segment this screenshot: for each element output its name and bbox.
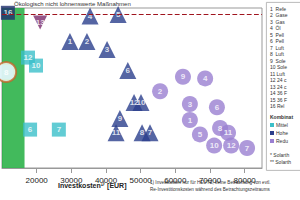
svg-text:6 Pell: 6 Pell bbox=[270, 38, 284, 44]
svg-text:Kombinat: Kombinat bbox=[270, 114, 293, 120]
svg-text:20000: 20000 bbox=[26, 176, 49, 185]
svg-text:5 Pell: 5 Pell bbox=[270, 32, 284, 38]
svg-text:** Solarth: ** Solarth bbox=[270, 159, 291, 165]
svg-text:4: 4 bbox=[203, 74, 208, 83]
svg-text:* Solarth: * Solarth bbox=[270, 152, 289, 158]
svg-text:6: 6 bbox=[215, 103, 220, 112]
svg-text:12: 12 bbox=[227, 141, 236, 150]
svg-text:4: 4 bbox=[88, 12, 93, 21]
svg-text:1: 1 bbox=[68, 37, 73, 46]
svg-text:Investkosten¹⁾ [EUR]: Investkosten¹⁾ [EUR] bbox=[58, 182, 127, 189]
svg-text:10: 10 bbox=[137, 98, 146, 107]
svg-text:80000: 80000 bbox=[234, 176, 257, 185]
svg-text:Ökologisch nicht lohnenswerte: Ökologisch nicht lohnenswerte Maßnahmen bbox=[14, 1, 131, 7]
svg-text:60000: 60000 bbox=[164, 176, 187, 185]
svg-text:8 Luft: 8 Luft bbox=[270, 51, 285, 57]
svg-text:11: 11 bbox=[112, 128, 121, 137]
svg-text:6: 6 bbox=[126, 66, 131, 75]
svg-text:3: 3 bbox=[105, 45, 110, 54]
svg-text:12: 12 bbox=[129, 97, 139, 107]
svg-text:1 Refe: 1 Refe bbox=[270, 6, 286, 12]
svg-text:14 36 F: 14 36 F bbox=[270, 90, 287, 96]
svg-text:9 Sole: 9 Sole bbox=[270, 58, 286, 64]
svg-text:9: 9 bbox=[118, 114, 123, 123]
svg-text:10: 10 bbox=[32, 61, 41, 70]
svg-text:Hohe: Hohe bbox=[276, 130, 288, 136]
svg-text:1: 1 bbox=[188, 116, 193, 125]
svg-text:5: 5 bbox=[198, 130, 203, 139]
svg-text:4 Öl: 4 Öl bbox=[270, 25, 281, 31]
svg-text:3: 3 bbox=[188, 100, 193, 109]
svg-text:7 Luft: 7 Luft bbox=[270, 45, 285, 51]
svg-text:6: 6 bbox=[28, 125, 33, 134]
svg-text:7: 7 bbox=[148, 128, 153, 137]
svg-text:15 36 F: 15 36 F bbox=[270, 97, 287, 103]
svg-text:13 24 c: 13 24 c bbox=[270, 84, 287, 90]
svg-text:2 Gase: 2 Gase bbox=[270, 12, 288, 18]
svg-text:5: 5 bbox=[115, 9, 121, 19]
svg-text:16 Rel: 16 Rel bbox=[270, 103, 284, 109]
svg-text:11: 11 bbox=[224, 128, 233, 137]
svg-text:70000: 70000 bbox=[199, 176, 222, 185]
svg-text:Re-Investitionskosten während: Re-Investitionskosten während des Betrac… bbox=[150, 187, 270, 192]
svg-text:7: 7 bbox=[245, 144, 250, 153]
svg-text:8: 8 bbox=[140, 128, 145, 137]
svg-text:Mittel: Mittel bbox=[276, 122, 288, 128]
svg-text:11 Luft: 11 Luft bbox=[270, 71, 286, 77]
svg-text:7: 7 bbox=[57, 125, 62, 134]
svg-text:2: 2 bbox=[85, 37, 90, 46]
svg-text:9: 9 bbox=[181, 72, 186, 81]
svg-text:10 Sole: 10 Sole bbox=[270, 64, 287, 70]
svg-text:16: 16 bbox=[3, 8, 12, 17]
svg-text:30000: 30000 bbox=[60, 176, 83, 185]
svg-text:Redu: Redu bbox=[276, 138, 288, 144]
svg-text:12 24 c: 12 24 c bbox=[270, 77, 287, 83]
svg-text:10: 10 bbox=[210, 141, 219, 150]
svg-text:40000: 40000 bbox=[95, 176, 118, 185]
svg-text:8: 8 bbox=[218, 124, 223, 133]
svg-text:13: 13 bbox=[36, 18, 45, 27]
svg-text:12: 12 bbox=[23, 53, 33, 63]
svg-text:50000: 50000 bbox=[130, 176, 153, 185]
svg-text:2: 2 bbox=[158, 87, 163, 96]
svg-text:3 Gas: 3 Gas bbox=[270, 19, 285, 25]
